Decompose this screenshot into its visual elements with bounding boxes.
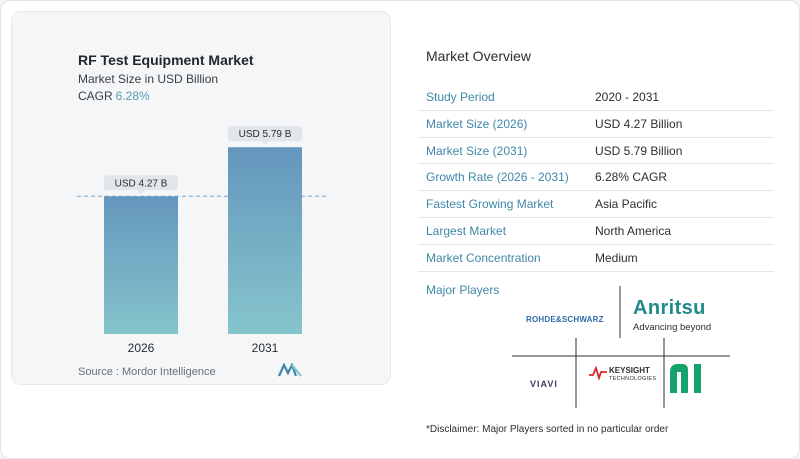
row-label: Market Size (2026) [426,116,528,131]
table-row: Market Size (2031) USD 5.79 Billion [418,138,774,165]
row-label: Growth Rate (2026 - 2031) [426,170,569,185]
viavi-logo: VIAVI [530,379,558,389]
data-label: USD 4.27 B [115,178,168,189]
ni-logo [670,364,701,393]
x-tick-label: 2031 [252,341,279,355]
keysight-wave-icon [589,366,607,380]
table-row: Market Size (2026) USD 4.27 Billion [418,111,774,138]
row-value: 2020 - 2031 [595,90,660,104]
data-label: USD 5.79 B [239,129,292,140]
data-label-pointer [137,190,145,195]
cagr-value: 6.28% [115,89,150,103]
row-value: Medium [595,250,638,265]
data-label-box [104,175,178,191]
player-logo-grid [512,286,730,408]
table-row: Growth Rate (2026 - 2031) 6.28% CAGR [418,164,774,192]
keysight-logo-subtitle: TECHNOLOGIES [609,376,657,382]
mordor-intelligence-logo-icon [278,363,302,377]
table-row: Study Period 2020 - 2031 [418,84,774,111]
cagr-label: CAGR [78,89,113,103]
anritsu-logo: Anritsu [633,297,706,319]
row-label: Largest Market [426,223,507,238]
row-value: Asia Pacific [595,197,658,212]
row-label: Study Period [426,90,495,104]
bar-chart: USD 4.27 B 2026 USD 5.79 B 2031 [77,126,329,355]
bar [228,147,302,334]
data-label-pointer [261,141,269,146]
row-value: USD 4.27 Billion [595,116,683,131]
row-label: Market Concentration [426,250,541,265]
market-overview-title: Market Overview [426,48,532,64]
major-players-title: Major Players [426,283,500,297]
row-label: Fastest Growing Market [426,197,554,212]
chart-subtitle: Market Size in USD Billion [78,72,219,86]
chart-title: RF Test Equipment Market [78,52,254,68]
row-value: 6.28% CAGR [595,170,668,185]
overview-table: Study Period 2020 - 2031 Market Size (20… [418,84,774,272]
row-value: North America [595,223,672,238]
table-row: Fastest Growing Market Asia Pacific [418,191,774,218]
rohde-schwarz-logo: ROHDE&SCHWARZ [526,315,604,324]
row-value: USD 5.79 Billion [595,143,683,158]
bar [104,196,178,334]
x-tick-label: 2026 [128,341,155,355]
cagr-line: CAGR 6.28% [78,89,150,103]
keysight-logo: KEYSIGHT [609,366,650,375]
data-label-box [228,126,302,142]
table-row: Market Concentration Medium [418,245,774,272]
table-row: Largest Market North America [418,218,774,245]
row-label: Market Size (2031) [426,143,528,158]
disclaimer-note: *Disclaimer: Major Players sorted in no … [426,424,669,435]
anritsu-tagline: Advancing beyond [633,322,712,333]
chart-card [11,11,391,385]
source-note: Source : Mordor Intelligence [78,366,216,378]
